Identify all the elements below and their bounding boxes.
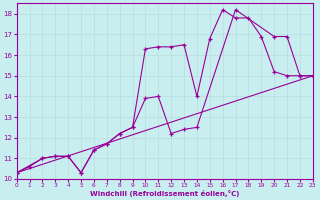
X-axis label: Windchill (Refroidissement éolien,°C): Windchill (Refroidissement éolien,°C) xyxy=(90,190,239,197)
